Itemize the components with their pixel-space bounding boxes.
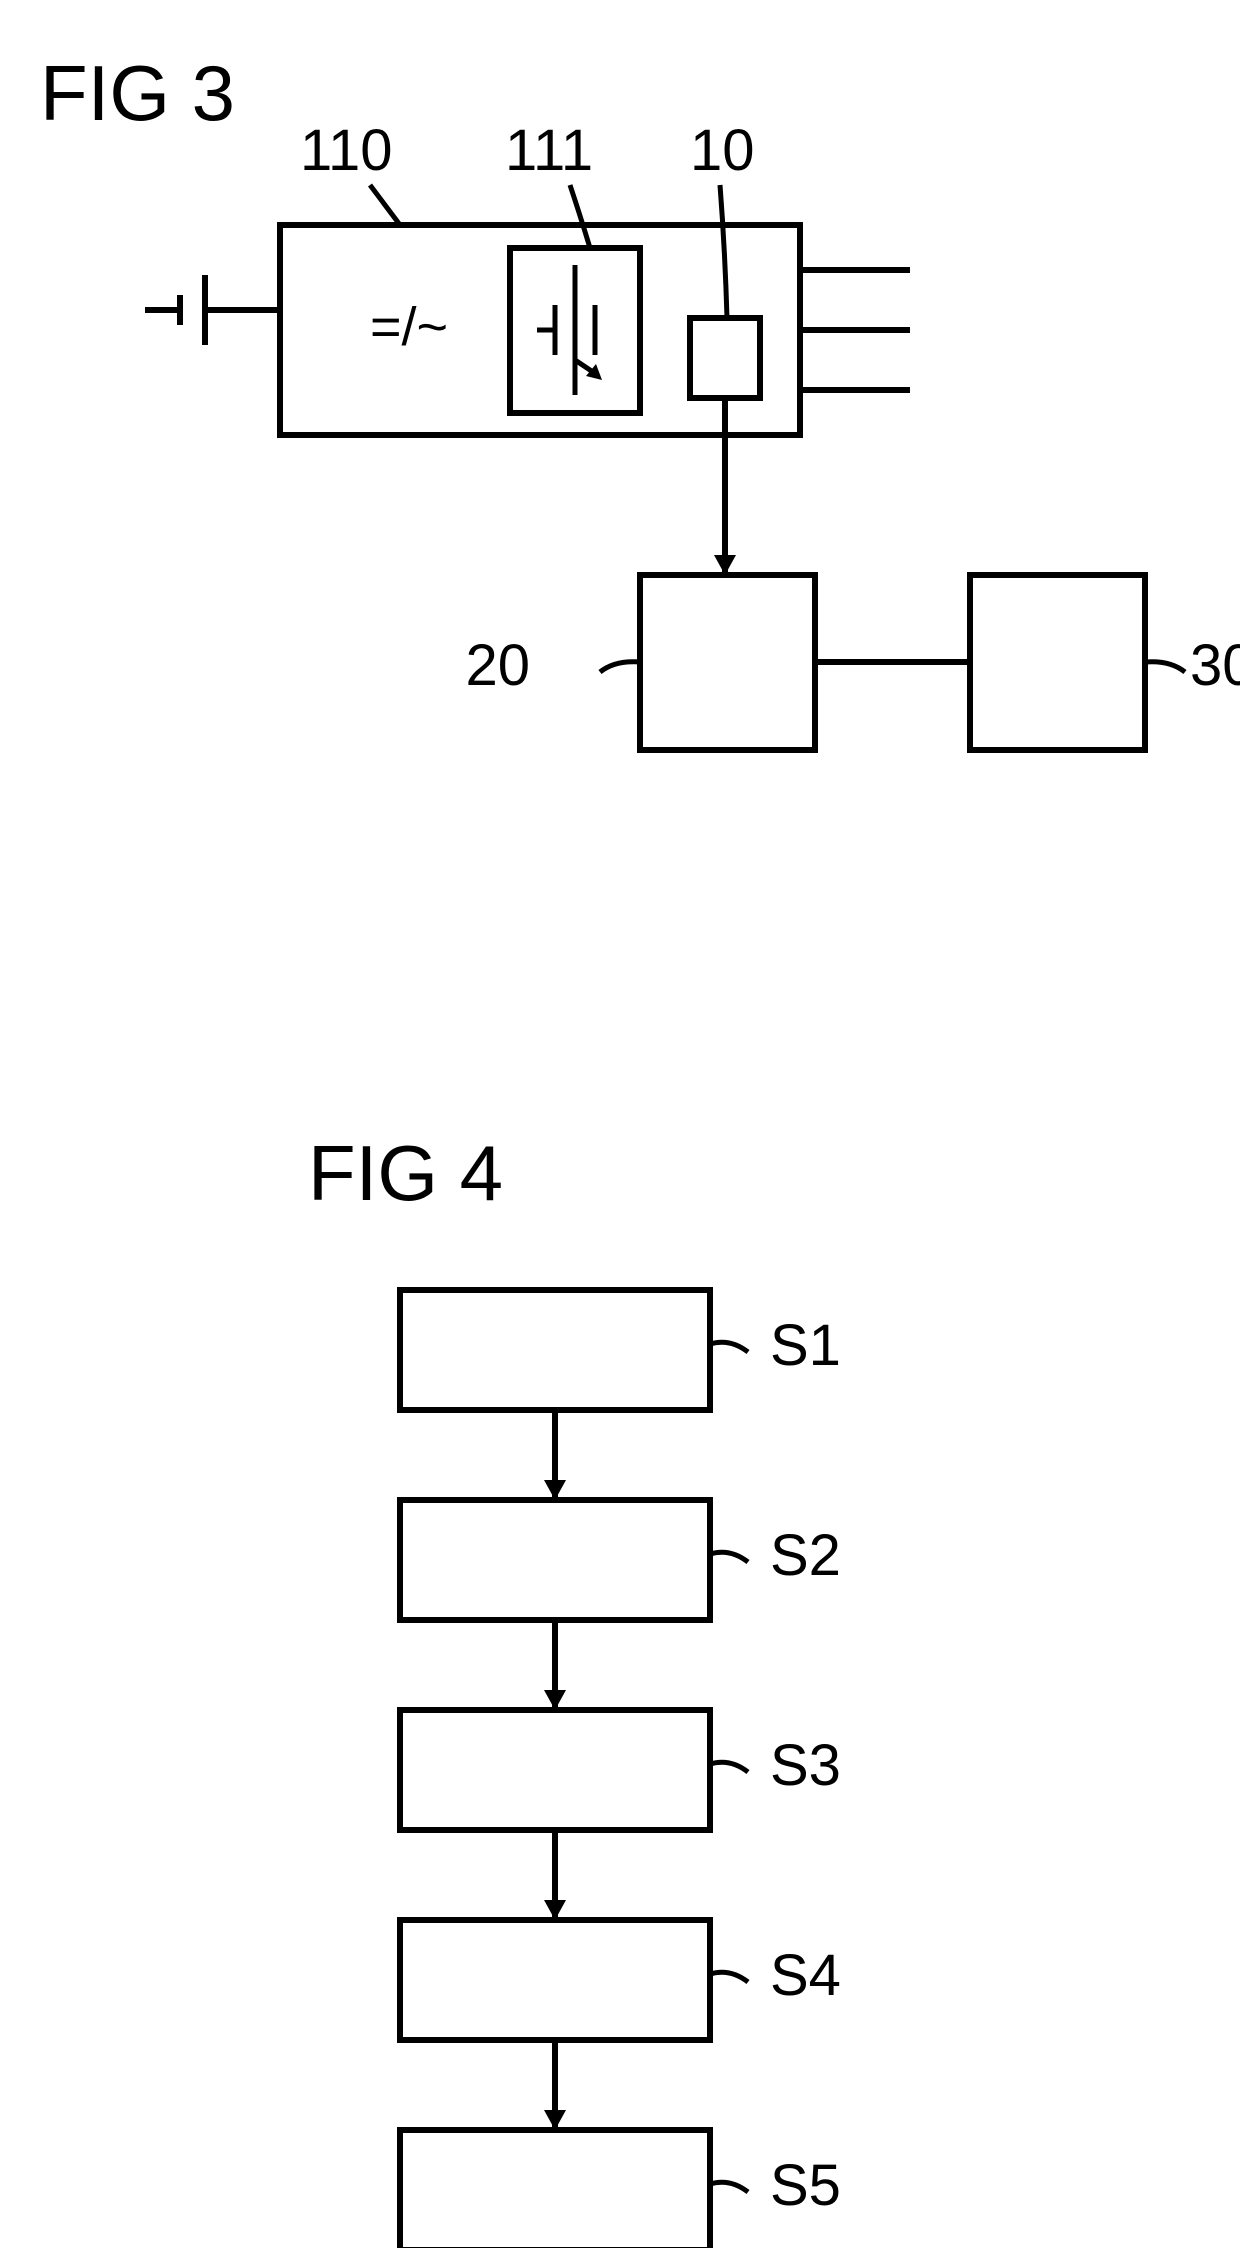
flow-step-label-S1: S1 bbox=[770, 1313, 841, 1378]
flow-step-S4 bbox=[400, 1920, 710, 2040]
flow-step-S3 bbox=[400, 1710, 710, 1830]
ref-label-20: 20 bbox=[465, 633, 530, 698]
block-30 bbox=[970, 575, 1145, 750]
fig4-title: FIG 4 bbox=[308, 1129, 503, 1217]
flow-step-label-S4: S4 bbox=[770, 1943, 841, 2008]
flow-step-S1 bbox=[400, 1290, 710, 1410]
inverter-symbol-text: =/~ bbox=[370, 297, 448, 357]
flow-step-label-S3: S3 bbox=[770, 1733, 841, 1798]
flow-step-label-S5: S5 bbox=[770, 2153, 841, 2218]
ref-label-110: 110 bbox=[300, 118, 392, 183]
fig3-title: FIG 3 bbox=[40, 49, 235, 137]
block-20 bbox=[640, 575, 815, 750]
ref-label-10: 10 bbox=[690, 118, 755, 183]
sensor-box bbox=[690, 318, 760, 398]
flow-step-S2 bbox=[400, 1500, 710, 1620]
flow-step-label-S2: S2 bbox=[770, 1523, 841, 1588]
ref-label-111: 111 bbox=[505, 118, 593, 183]
ref-label-30: 30 bbox=[1190, 633, 1240, 698]
flow-step-S5 bbox=[400, 2130, 710, 2248]
